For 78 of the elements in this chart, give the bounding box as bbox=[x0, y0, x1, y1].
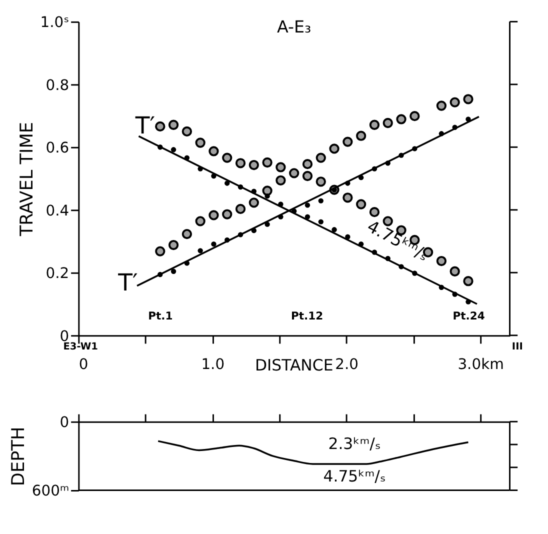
point bbox=[248, 198, 259, 208]
point bbox=[182, 228, 192, 240]
annotation: 2.3ᵏᵐ/ₛ bbox=[328, 434, 381, 454]
point bbox=[369, 120, 380, 130]
annotation: T′ bbox=[134, 112, 156, 140]
y-tick-label: 0.6 bbox=[46, 140, 70, 157]
point bbox=[264, 222, 270, 227]
point bbox=[224, 180, 230, 186]
point bbox=[316, 152, 326, 163]
point bbox=[356, 199, 366, 210]
annotation: Pt.1 bbox=[148, 309, 173, 322]
point bbox=[208, 146, 219, 156]
y-tick-label: 0.2 bbox=[46, 265, 70, 282]
point bbox=[316, 176, 326, 187]
point bbox=[289, 168, 300, 178]
annotation: 4.75ᵏᵐ/ₛ bbox=[323, 466, 386, 486]
point bbox=[276, 175, 286, 186]
x-tick-label: 0 bbox=[78, 356, 88, 374]
point bbox=[463, 276, 474, 286]
annotation: Pt.24 bbox=[452, 309, 485, 322]
x-tick-label: 3.0km bbox=[458, 356, 504, 374]
point bbox=[262, 186, 272, 196]
point bbox=[382, 118, 393, 128]
point bbox=[329, 144, 340, 154]
point bbox=[198, 248, 203, 254]
y-tick-label: 0.8 bbox=[46, 76, 70, 94]
point bbox=[318, 219, 324, 224]
point bbox=[436, 100, 447, 111]
point bbox=[222, 152, 232, 163]
chart-title: A-E₃ bbox=[276, 17, 312, 36]
point bbox=[450, 266, 460, 276]
point bbox=[155, 121, 166, 132]
point bbox=[304, 202, 310, 208]
point bbox=[264, 193, 270, 199]
text: III bbox=[512, 341, 523, 352]
point bbox=[248, 160, 259, 170]
point bbox=[170, 268, 176, 274]
annotation: T′ bbox=[117, 268, 138, 296]
point bbox=[466, 116, 471, 122]
point bbox=[436, 256, 447, 266]
point bbox=[302, 170, 313, 182]
point bbox=[410, 111, 420, 122]
point bbox=[262, 157, 272, 168]
x-tick-label: 2.0 bbox=[335, 356, 359, 374]
y-tick-label: 1.0ˢ bbox=[40, 14, 70, 32]
point bbox=[208, 210, 219, 220]
text: E3-W1 bbox=[63, 341, 98, 352]
annotation: Pt.12 bbox=[290, 309, 324, 322]
point bbox=[369, 207, 380, 218]
y-axis-title: TRAVEL TIME bbox=[17, 122, 38, 238]
point bbox=[318, 198, 324, 204]
y-tick-label: 0.4 bbox=[46, 202, 70, 220]
point bbox=[396, 114, 406, 124]
point bbox=[195, 138, 206, 148]
point bbox=[182, 126, 192, 137]
point bbox=[276, 162, 286, 172]
y-tick-label: 600ᵐ bbox=[32, 482, 70, 500]
point bbox=[332, 227, 337, 232]
point bbox=[222, 209, 232, 220]
point bbox=[342, 136, 353, 147]
point bbox=[155, 246, 166, 256]
point bbox=[168, 240, 179, 250]
point bbox=[450, 97, 460, 108]
point bbox=[356, 130, 366, 141]
point bbox=[168, 120, 179, 130]
x-axis-title: DISTANCE bbox=[254, 356, 334, 375]
point bbox=[211, 241, 216, 247]
point bbox=[170, 147, 176, 152]
point bbox=[304, 214, 310, 220]
point bbox=[302, 159, 313, 170]
point bbox=[195, 216, 206, 226]
point bbox=[235, 158, 246, 168]
x-tick-label: 1.0 bbox=[201, 356, 225, 374]
y-tick-label: 0 bbox=[60, 414, 70, 432]
y-axis-title: DEPTH bbox=[9, 426, 30, 486]
point bbox=[463, 94, 474, 104]
point bbox=[342, 192, 353, 203]
point bbox=[235, 204, 246, 214]
